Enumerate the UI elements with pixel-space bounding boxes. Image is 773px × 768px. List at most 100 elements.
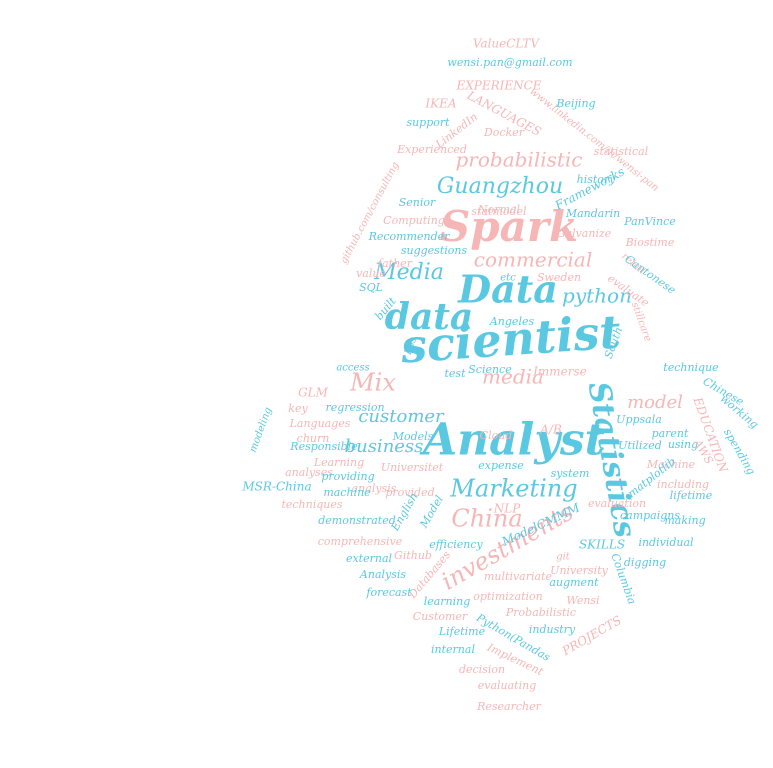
word-71: A/B — [539, 423, 562, 437]
word-110: git — [556, 552, 571, 563]
word-85: Machine — [646, 458, 696, 471]
word-68: parent — [652, 427, 689, 440]
word-42: Biostime — [625, 236, 675, 249]
word-8: China — [451, 505, 522, 533]
word-39: PanVince — [623, 215, 676, 228]
word-11: commercial — [474, 248, 593, 272]
word-6: Marketing — [449, 475, 577, 503]
word-73: using — [668, 438, 698, 451]
word-130: decision — [459, 663, 505, 676]
word-116: multivariate — [484, 570, 552, 583]
word-66: regression — [325, 401, 384, 414]
word-14: media — [482, 365, 544, 389]
word-4: Spark — [440, 202, 578, 251]
word-128: internal — [431, 643, 475, 656]
word-10: probabilistic — [455, 148, 582, 172]
word-13: python — [562, 284, 632, 308]
word-36: Normal — [477, 203, 520, 216]
word-30: Experienced — [396, 143, 467, 156]
word-67: Uppsala — [616, 413, 662, 426]
word-15: Mix — [349, 369, 396, 397]
word-121: Wensi — [566, 594, 599, 607]
word-108: external — [346, 552, 393, 565]
word-113: digging — [624, 556, 666, 569]
word-94: lifetime — [670, 489, 713, 502]
word-44: father — [377, 257, 413, 270]
word-92: machine — [323, 486, 371, 499]
word-82: Universitet — [381, 461, 444, 474]
word-48: etc — [500, 273, 516, 284]
word-111: University — [550, 564, 608, 577]
word-60: Science — [468, 363, 512, 376]
word-72: Cloud — [480, 429, 513, 442]
word-28: Docker — [483, 126, 525, 139]
word-83: expense — [478, 459, 524, 472]
word-25: Beijing — [555, 97, 595, 110]
word-95: techniques — [281, 498, 342, 511]
word-57: access — [336, 363, 369, 374]
word-75: churn — [297, 432, 330, 445]
word-119: learning — [424, 595, 471, 608]
word-35: Senior — [399, 196, 436, 209]
word-81: Learning — [313, 456, 364, 469]
word-109: Github — [394, 549, 432, 562]
word-22: IKEA — [424, 97, 456, 111]
word-106: SKILLS — [579, 538, 625, 552]
word-20: wensi.pan@gmail.com — [447, 56, 572, 69]
word-41: Recommender — [368, 230, 451, 243]
word-76: Responsible — [289, 440, 358, 453]
word-49: Sweden — [537, 271, 581, 284]
word-31: history — [577, 173, 617, 186]
word-58: technique — [663, 361, 719, 374]
word-21: EXPERIENCE — [455, 79, 541, 93]
word-64: GLM — [298, 386, 329, 400]
word-17: business — [345, 436, 424, 457]
word-120: optimization — [473, 590, 543, 603]
word-74: modeling — [248, 406, 274, 454]
word-53: Angeles — [489, 315, 535, 328]
word-9: Guangzhou — [437, 174, 563, 199]
word-132: Researcher — [476, 700, 542, 713]
word-105: efficiency — [429, 538, 483, 551]
word-122: Customer — [413, 610, 468, 623]
word-98: NLP — [493, 502, 521, 516]
word-59: test — [445, 367, 467, 380]
word-107: individual — [638, 536, 694, 549]
word-117: augment — [549, 576, 599, 589]
word-84: system — [551, 467, 590, 480]
word-78: Utilized — [618, 439, 662, 452]
word-3: data — [385, 296, 473, 338]
word-26: support — [406, 116, 450, 129]
word-37: Mandarin — [565, 207, 620, 220]
word-99: making — [664, 514, 705, 527]
word-2: Data — [457, 267, 558, 312]
word-90: MSR-China — [241, 480, 311, 494]
word-34: github.com/consulting — [339, 160, 402, 265]
word-47: value — [356, 267, 386, 280]
word-127: industry — [529, 623, 576, 636]
word-93: provided — [385, 486, 434, 499]
word-118: forecast — [365, 586, 412, 599]
word-19: ValueCLTV — [473, 37, 541, 51]
word-104: comprehensive — [318, 535, 403, 548]
word-43: suggestions — [401, 244, 468, 257]
word-16: customer — [358, 406, 445, 427]
word-87: providing — [321, 470, 374, 483]
word-18: model — [627, 392, 683, 413]
word-51: SQL — [359, 281, 383, 294]
word-100: evaluation — [588, 497, 646, 510]
word-101: demonstrated — [318, 514, 396, 527]
word-61: Immerse — [532, 365, 587, 379]
word-124: Probabilistic — [505, 606, 576, 619]
word-1: Analyst — [419, 415, 605, 466]
word-65: key — [288, 402, 308, 415]
word-54: stillcare — [629, 301, 653, 343]
word-32: statmodel — [471, 205, 527, 218]
word-91: analysis — [352, 482, 397, 495]
word-12: Media — [373, 260, 444, 285]
word-86: analyses — [285, 466, 333, 479]
word-38: Computing — [383, 214, 445, 227]
word-40: Galvanize — [557, 227, 612, 240]
